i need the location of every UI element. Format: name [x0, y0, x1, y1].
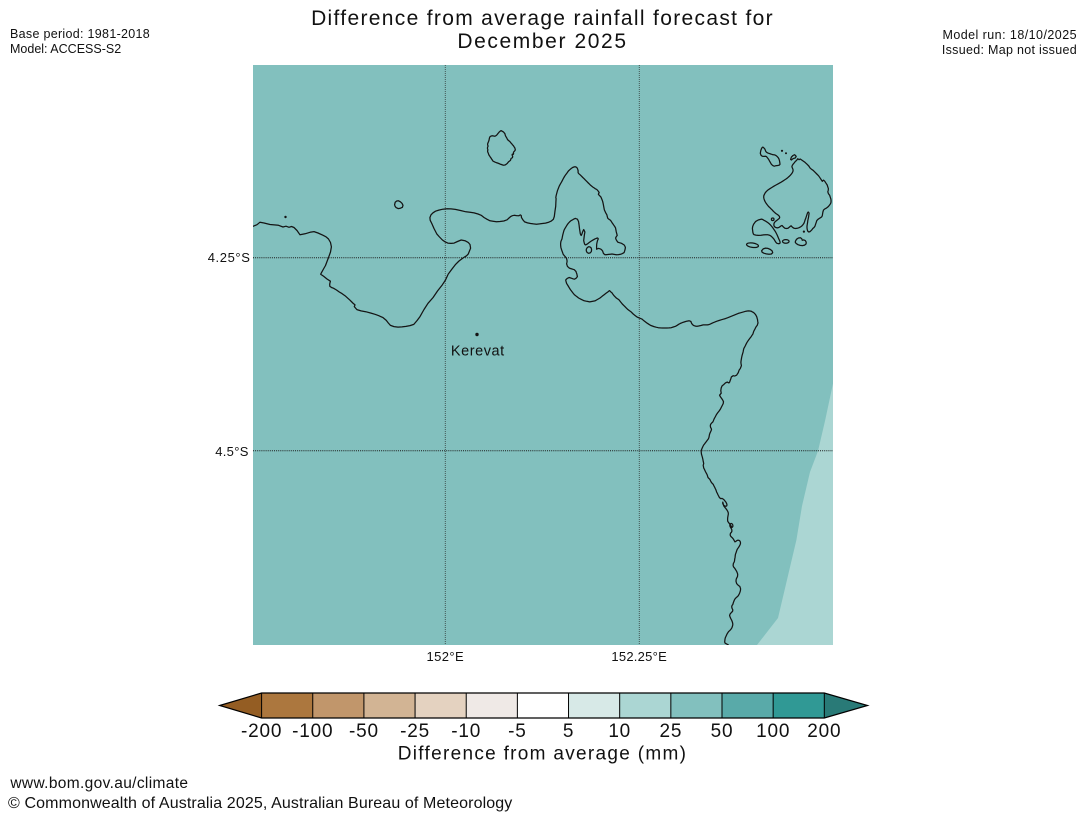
svg-text:Difference from average (mm): Difference from average (mm) [398, 744, 687, 765]
svg-text:-10: -10 [451, 721, 481, 742]
svg-text:5: 5 [563, 721, 574, 742]
svg-text:25: 25 [659, 721, 682, 742]
svg-text:10: 10 [608, 721, 631, 742]
svg-text:100: 100 [756, 721, 790, 742]
svg-text:-50: -50 [349, 721, 379, 742]
svg-text:50: 50 [711, 721, 734, 742]
svg-text:Kerevat: Kerevat [451, 344, 505, 360]
svg-text:-100: -100 [292, 721, 333, 742]
svg-text:200: 200 [807, 721, 841, 742]
svg-text:-200: -200 [241, 721, 282, 742]
svg-text:-25: -25 [400, 721, 430, 742]
svg-text:-5: -5 [508, 721, 527, 742]
